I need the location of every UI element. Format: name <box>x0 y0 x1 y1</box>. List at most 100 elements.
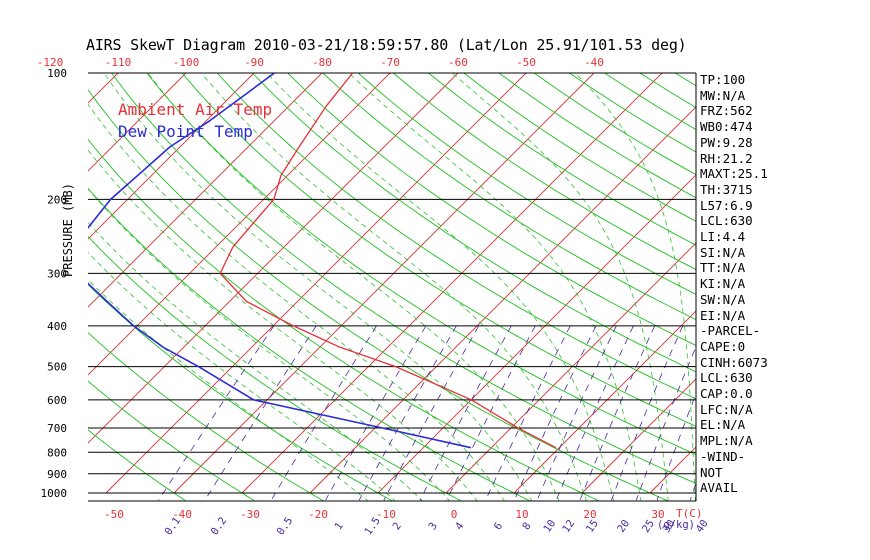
mixing-ratio-tick-label: 8 <box>520 520 533 532</box>
isotherm-line <box>173 73 595 494</box>
profile-series <box>88 73 557 449</box>
dry-adiabat-line <box>88 283 394 501</box>
bottom-temp-tick-label: -40 <box>172 508 192 521</box>
bottom-temp-tick-label: 0 <box>451 508 458 521</box>
isotherm-line <box>88 73 323 308</box>
top-temp-tick-label: -80 <box>312 56 332 69</box>
mixing-ratio-tick-label: 0.2 <box>209 515 230 537</box>
pressure-tick-label: 200 <box>47 193 67 206</box>
bottom-temp-tick-label: 30 <box>651 508 664 521</box>
dry-adiabat-line <box>746 73 870 502</box>
moist-adiabat-line <box>88 279 369 501</box>
dry-adiabat-line <box>428 73 696 246</box>
index-entry: MAXT:25.1 <box>700 166 768 182</box>
mixing-ratio-line <box>158 325 275 501</box>
mixing-ratio-tick-label: 6 <box>492 520 505 532</box>
bottom-temp-unit: T(C) <box>676 507 703 520</box>
mixing-ratio-tick-label: 15 <box>584 518 601 535</box>
isotherm-line <box>377 174 696 494</box>
dry-adiabat-line <box>816 73 870 502</box>
moist-adiabat-line <box>266 73 615 501</box>
isotherm-line <box>88 73 459 444</box>
index-entry: CINH:6073 <box>700 354 768 370</box>
top-temp-tick-label: -50 <box>516 56 536 69</box>
isotherm-line <box>0 73 50 493</box>
index-entry: SW:N/A <box>700 291 746 307</box>
index-entry: -PARCEL- <box>700 323 761 339</box>
bottom-temp-tick-label: -10 <box>376 508 396 521</box>
index-entry: TT:N/A <box>700 260 746 276</box>
index-entry: EI:N/A <box>700 307 746 323</box>
chart-title: AIRS SkewT Diagram 2010-03-21/18:59:57.8… <box>86 36 687 54</box>
pressure-tick-label: 1000 <box>41 487 68 500</box>
index-entry: LCL:630 <box>700 370 753 386</box>
moist-adiabat-line <box>200 73 587 501</box>
top-temp-tick-label: -40 <box>584 56 604 69</box>
isotherm-line <box>649 446 696 494</box>
index-entry: SI:N/A <box>700 244 746 260</box>
moist-adiabat-line <box>88 149 478 501</box>
mixing-ratio-line <box>446 325 536 501</box>
mixing-ratio-tick-label: 3 <box>426 520 439 532</box>
mixing-ratio-tick-label: 25 <box>640 518 657 535</box>
dry-adiabat-line <box>88 187 532 501</box>
mixing-ratio-line <box>579 325 656 501</box>
moist-adiabat-line <box>348 73 642 501</box>
moist-adiabat-line <box>88 251 396 501</box>
top-temp-tick-label: -100 <box>173 56 200 69</box>
isotherm-line <box>309 106 696 494</box>
pressure-tick-label: 400 <box>47 320 67 333</box>
index-entry: LI:4.4 <box>700 229 746 244</box>
dry-adiabat-line <box>252 73 696 373</box>
dry-adiabat-line <box>146 73 696 456</box>
dry-adiabat-line <box>322 73 696 321</box>
index-entry: WB0:474 <box>700 119 753 135</box>
mixing-ratio-tick-label: 12 <box>560 518 577 535</box>
isotherm-line <box>88 73 391 376</box>
mixing-ratio-tick-label: 4 <box>453 520 466 532</box>
dry-adiabat-line <box>88 235 463 501</box>
top-temp-tick-label: -110 <box>105 56 132 69</box>
index-entry: MW:N/A <box>700 87 746 103</box>
dry-adiabat-line <box>88 380 256 501</box>
index-entry: TH:3715 <box>700 181 753 197</box>
moist-adiabat-line <box>147 73 560 501</box>
index-entry: L57:6.9 <box>700 197 753 213</box>
dry-adiabat-line <box>88 89 670 501</box>
moist-adiabat-line <box>574 73 696 501</box>
isotherm-lines <box>0 73 870 494</box>
dry-adiabat-line <box>88 332 325 501</box>
moist-adiabat-lines <box>88 73 696 501</box>
index-entry: MPL:N/A <box>700 433 753 449</box>
isotherm-line <box>513 310 696 494</box>
dry-adiabat-line <box>498 73 696 199</box>
top-temp-tick-label: -120 <box>37 56 64 69</box>
dry-adiabat-line <box>463 73 696 222</box>
bottom-temp-tick-label: 20 <box>583 508 596 521</box>
mixing-ratio-tick-label: 20 <box>615 518 632 535</box>
mixing-ratio-line <box>536 325 617 501</box>
dew-point-temp-line <box>88 73 472 449</box>
isotherm-line <box>786 73 870 493</box>
mixing-ratio-line <box>485 325 571 501</box>
legend-ambient-air-temp: Ambient Air Temp <box>118 100 273 119</box>
pressure-tick-label: 800 <box>47 446 67 459</box>
mixing-ratio-line <box>358 325 457 501</box>
isotherm-line <box>581 378 696 494</box>
mixing-ratio-line <box>513 325 597 501</box>
dry-adiabat-line <box>111 73 696 484</box>
index-entry: FRZ:562 <box>700 103 753 119</box>
index-entry: PW:9.28 <box>700 134 753 150</box>
dry-adiabat-line <box>216 73 696 400</box>
mixing-ratio-tick-label: 10 <box>541 518 558 535</box>
dry-adiabat-line <box>88 429 187 501</box>
index-entry: NOT <box>700 464 723 480</box>
pressure-tick-label: 500 <box>47 361 67 374</box>
dry-adiabat-lines <box>88 73 870 502</box>
index-entry: -WIND- <box>700 448 746 464</box>
pressure-tick-label: 900 <box>47 468 67 481</box>
bottom-temp-tick-label: -50 <box>104 508 124 521</box>
top-temp-tick-label: -60 <box>448 56 468 69</box>
top-temp-tick-label: -90 <box>244 56 264 69</box>
mixing-ratio-tick-label: 0.5 <box>275 515 296 537</box>
